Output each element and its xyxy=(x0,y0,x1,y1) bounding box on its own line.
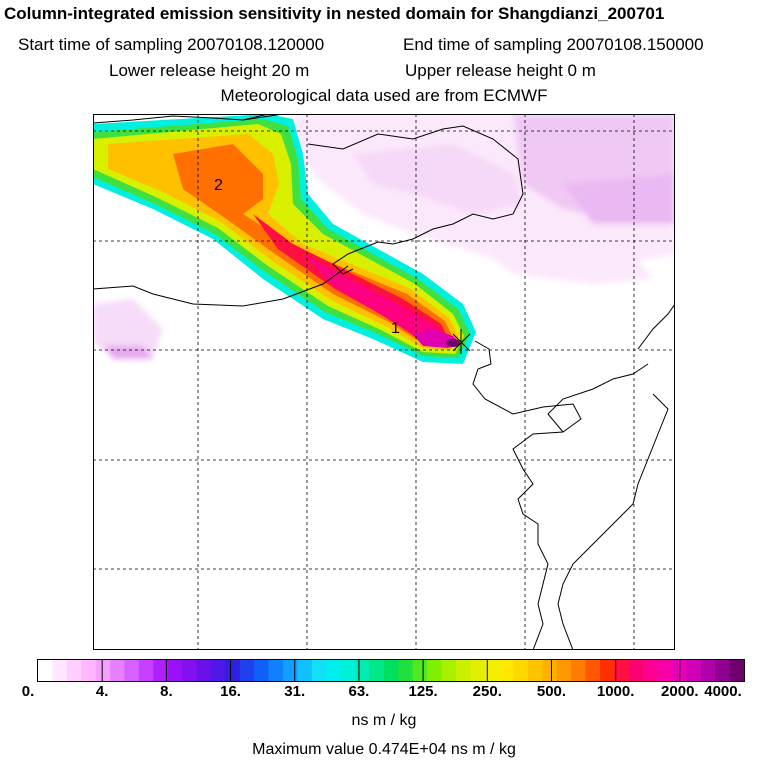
colorbar-cell xyxy=(499,660,515,681)
colorbar-cell xyxy=(239,660,255,681)
colorbar-cell xyxy=(427,660,443,681)
colorbar-cell xyxy=(614,660,630,681)
colorbar-cell xyxy=(715,660,731,681)
colorbar-frame xyxy=(37,659,745,682)
colorbar-cell xyxy=(110,660,126,681)
colorbar-tick-label: 31. xyxy=(284,683,306,700)
colorbar-cell xyxy=(311,660,327,681)
colorbar-cell xyxy=(686,660,702,681)
colorbar-cell xyxy=(95,660,111,681)
colorbar-cell xyxy=(254,660,270,681)
colorbar-cell xyxy=(225,660,241,681)
upper-release-height: Upper release height 0 m xyxy=(405,61,596,80)
colorbar-tick-label: 125. xyxy=(408,683,438,700)
map-label-1: 1 xyxy=(391,320,400,337)
colorbar-tick-label: 0. xyxy=(21,683,35,700)
colorbar-cell xyxy=(484,660,500,681)
sampling-start: Start time of sampling 20070108.120000 xyxy=(18,35,325,54)
colorbar-cell xyxy=(81,660,97,681)
colorbar-cell xyxy=(398,660,414,681)
colorbar-tick-label: 4. xyxy=(95,683,109,700)
colorbar-cell xyxy=(354,660,370,681)
colorbar-cell xyxy=(268,660,284,681)
colorbar-cell xyxy=(628,660,644,681)
colorbar-cell xyxy=(585,660,601,681)
colorbar-tick-label: 16. xyxy=(220,683,241,700)
colorbar-cell xyxy=(282,660,298,681)
sampling-end: End time of sampling 20070108.150000 xyxy=(403,35,704,54)
colorbar-cell xyxy=(124,660,140,681)
colorbar-cell xyxy=(182,660,198,681)
colorbar-cell xyxy=(513,660,529,681)
colorbar-cell xyxy=(455,660,471,681)
colorbar-cell xyxy=(729,660,745,681)
colorbar-tick-label: 2000. xyxy=(661,683,699,700)
colorbar-tick-label: 1000. xyxy=(596,683,635,700)
colorbar-cell xyxy=(441,660,457,681)
colorbar-cell xyxy=(38,660,54,681)
colorbar-ticks xyxy=(101,660,681,681)
colorbar-cells xyxy=(38,660,745,681)
colorbar-cell xyxy=(167,660,183,681)
maximum-value: Maximum value 0.474E+04 ns m / kg xyxy=(252,741,516,758)
colorbar-cell xyxy=(542,660,558,681)
map-label-2: 2 xyxy=(214,177,223,194)
colorbar-tick-label: 63. xyxy=(348,683,370,700)
colorbar-tick-label: 4000. xyxy=(704,683,742,700)
colorbar-cell xyxy=(571,660,587,681)
colorbar-cell xyxy=(138,660,154,681)
colorbar-tick-label: 500. xyxy=(536,683,567,700)
colorbar xyxy=(37,659,745,682)
colorbar-cell xyxy=(66,660,82,681)
colorbar-cell xyxy=(700,660,716,681)
lower-release-height: Lower release height 20 m xyxy=(109,61,310,80)
colorbar-cell xyxy=(470,660,486,681)
colorbar-cell xyxy=(340,660,356,681)
receptor-marker-icon xyxy=(452,329,471,354)
colorbar-cell xyxy=(153,660,169,681)
colorbar-cell xyxy=(556,660,572,681)
colorbar-tick-label: 250. xyxy=(472,683,502,700)
colorbar-cell xyxy=(412,660,428,681)
colorbar-units: ns m / kg xyxy=(351,712,417,729)
colorbar-cell xyxy=(196,660,212,681)
colorbar-tick-label: 8. xyxy=(160,683,173,700)
colorbar-cell xyxy=(52,660,68,681)
background-sensitivity-field xyxy=(93,114,675,359)
met-data-source: Meteorological data used are from ECMWF xyxy=(220,86,548,105)
coastlines-borders xyxy=(93,114,675,650)
colorbar-cell xyxy=(527,660,543,681)
colorbar-cell xyxy=(643,660,659,681)
graticule xyxy=(93,114,675,650)
map-panel: 2 1 xyxy=(93,114,675,650)
colorbar-cell xyxy=(326,660,342,681)
emission-plume xyxy=(93,114,476,364)
chart-title: Column-integrated emission sensitivity i… xyxy=(4,4,665,23)
colorbar-cell xyxy=(210,660,226,681)
colorbar-cell xyxy=(369,660,385,681)
map-frame xyxy=(93,114,675,650)
colorbar-cell xyxy=(383,660,399,681)
colorbar-cell xyxy=(657,660,673,681)
colorbar-cell xyxy=(297,660,313,681)
colorbar-cell xyxy=(599,660,615,681)
